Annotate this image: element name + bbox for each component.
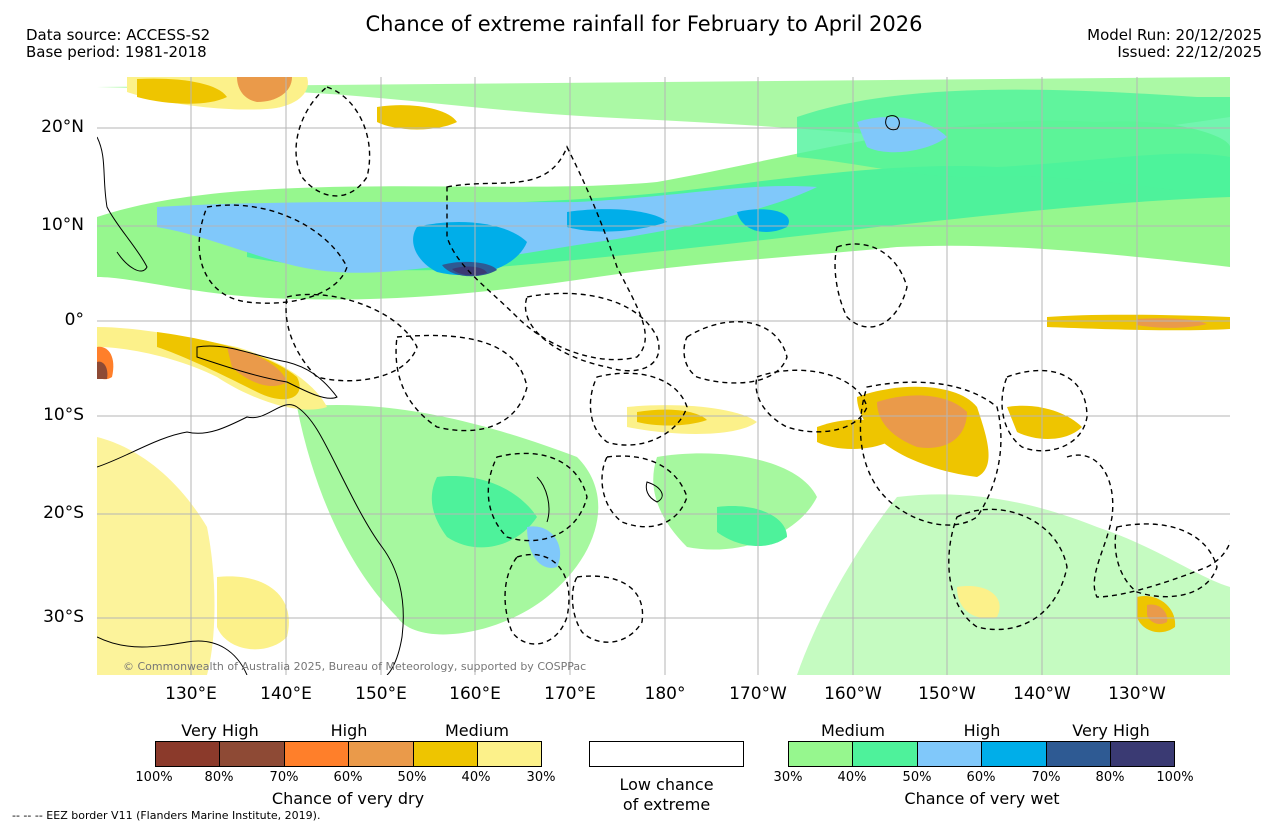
lon-label-150e: 150°E [355, 684, 407, 704]
dry-tick: 50% [397, 770, 427, 785]
lon-label-140e: 140°E [260, 684, 312, 704]
dry-tick: 30% [526, 770, 556, 785]
wet-swatch-6 [1110, 741, 1176, 767]
wet-swatch-1 [788, 741, 854, 767]
wet-caption: Chance of very wet [904, 789, 1060, 808]
lon-label-170w: 170°W [729, 684, 787, 704]
low-chance-caption-1: Low chance [619, 775, 714, 794]
dry-tick: 70% [269, 770, 299, 785]
lon-label-160e: 160°E [449, 684, 501, 704]
wet-tick: 40% [837, 770, 867, 785]
lon-label-180: 180° [644, 684, 686, 704]
copyright-note: © Commonwealth of Australia 2025, Bureau… [123, 660, 587, 673]
data-source: Data source: ACCESS-S2 [26, 26, 211, 44]
wet-tick: 100% [1156, 770, 1194, 785]
lon-label-150w: 150°W [918, 684, 976, 704]
base-period: Base period: 1981-2018 [26, 43, 207, 61]
wet-category-medium: Medium [821, 721, 885, 740]
lon-label-170e: 170°E [544, 684, 596, 704]
wet-tick: 60% [966, 770, 996, 785]
wet-swatch-5 [1045, 741, 1111, 767]
dry-swatch-6 [477, 741, 543, 767]
eez-borders [198, 86, 1230, 645]
dry-category-medium: Medium [445, 721, 509, 740]
wet-tick: 80% [1095, 770, 1125, 785]
lon-label-130e: 130°E [165, 684, 217, 704]
wet-category-very-high: Very High [1072, 721, 1150, 740]
lat-label-10s: 10°S [43, 405, 84, 425]
eez-footnote: -- -- -- EEZ border V11 (Flanders Marine… [12, 809, 321, 822]
lon-label-130w: 130°W [1108, 684, 1166, 704]
coastlines [97, 115, 900, 675]
lat-label-20n: 20°N [41, 117, 84, 137]
model-run: Model Run: 20/12/2025 [1087, 26, 1262, 44]
dry-tick: 60% [333, 770, 363, 785]
lon-label-160w: 160°W [824, 684, 882, 704]
map-panel[interactable] [97, 77, 1230, 675]
dry-tick: 40% [461, 770, 491, 785]
lon-label-140w: 140°W [1013, 684, 1071, 704]
lat-label-10n: 10°N [41, 215, 84, 235]
map-title: Chance of extreme rainfall for February … [365, 12, 923, 36]
forecast-map [97, 77, 1230, 675]
dry-tick: 100% [135, 770, 173, 785]
dry-category-very-high: Very High [181, 721, 259, 740]
wet-swatch-2 [852, 741, 918, 767]
wet-category-high: High [963, 721, 1001, 740]
lat-label-30s: 30°S [43, 607, 84, 627]
graticule [97, 77, 1230, 675]
dry-tick: 80% [204, 770, 234, 785]
dry-swatch-1 [155, 741, 221, 767]
dry-swatch-3 [283, 741, 350, 767]
wet-swatch-4 [981, 741, 1047, 767]
wet-swatch-3 [916, 741, 983, 767]
dry-swatch-2 [219, 741, 285, 767]
wet-tick: 50% [902, 770, 932, 785]
dry-swatch-4 [348, 741, 414, 767]
low-chance-caption-2: of extreme [622, 795, 711, 814]
wet-tick: 30% [773, 770, 803, 785]
wet-tick: 70% [1031, 770, 1061, 785]
dry-category-high: High [330, 721, 368, 740]
issued-date: Issued: 22/12/2025 [1117, 43, 1262, 61]
lat-label-20s: 20°S [43, 503, 84, 523]
dry-caption: Chance of very dry [271, 789, 425, 808]
low-chance-swatch [589, 741, 744, 767]
dry-swatch-5 [412, 741, 478, 767]
dry-areas [97, 77, 1230, 675]
lat-label-0: 0° [64, 310, 84, 330]
